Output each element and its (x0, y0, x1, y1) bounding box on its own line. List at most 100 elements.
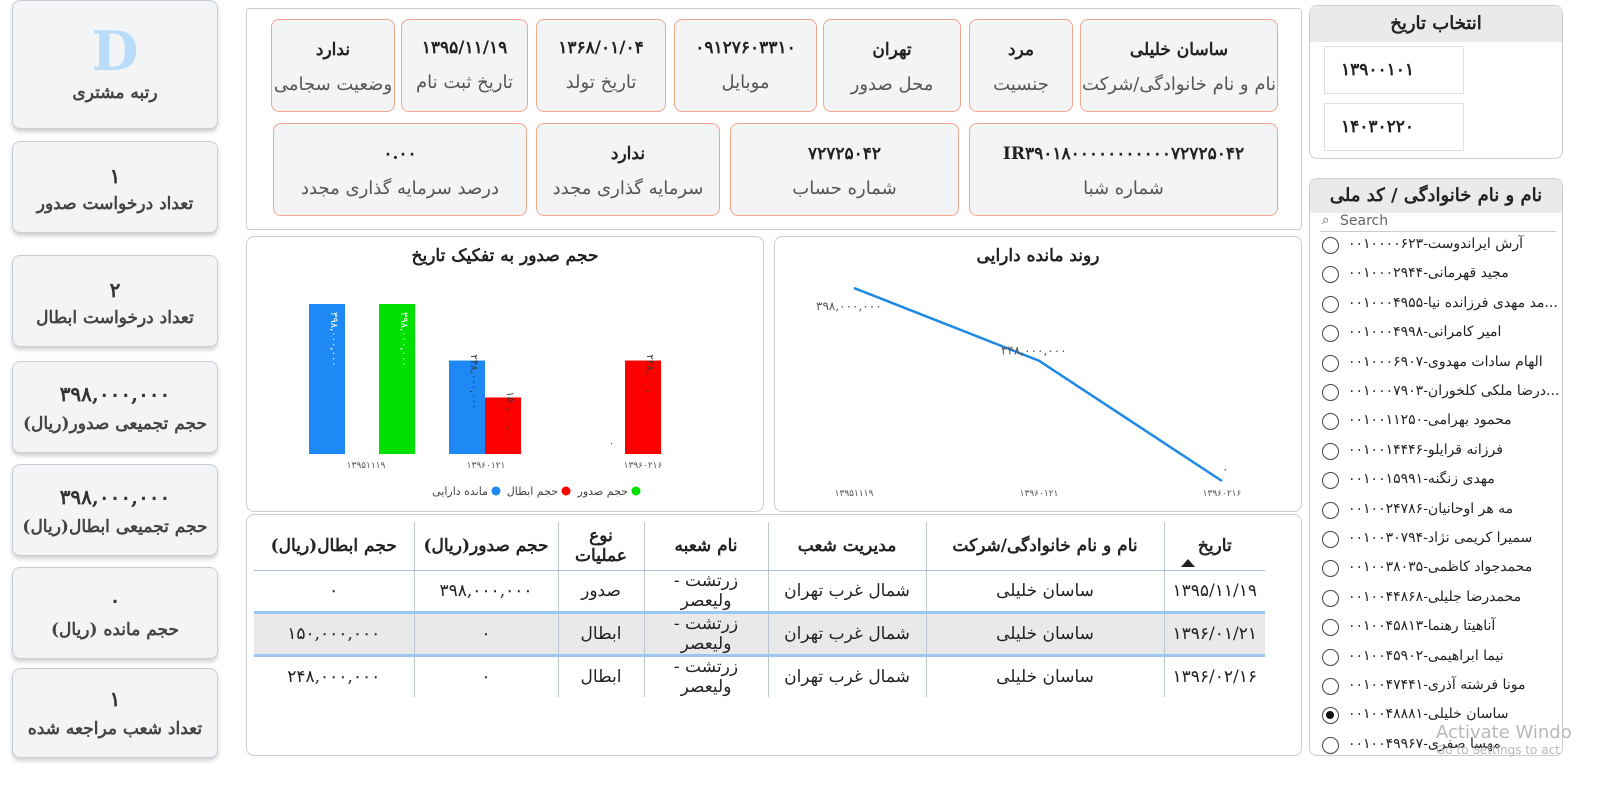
date-from-input[interactable]: ۱۳۹۰۰۱۰۱ (1324, 46, 1464, 94)
table-cell: شمال غرب تهران (768, 655, 927, 697)
customer-radio[interactable] (1322, 678, 1339, 695)
customer-list-item[interactable]: مونا فرشته آذری-۰۰۱۰۰۴۷۴۴۱ (1322, 675, 1558, 703)
customer-name-code: ...درضا ملکی کلخوران-۰۰۱۰۰۰۷۹۰۳ (1348, 383, 1558, 399)
table-cell: ۱۳۹۵/۱۱/۱۹ (1172, 580, 1258, 601)
customer-list-item[interactable]: ...درضا ملکی کلخوران-۰۰۱۰۰۰۷۹۰۳ (1322, 381, 1558, 409)
table-cell: صدور (558, 570, 645, 612)
table-row[interactable]: ۱۳۹۶/۰۲/۱۶ ساسان خلیلی شمال غرب تهران زرتشت… (254, 655, 1265, 697)
table-header-cell[interactable]: حجم ابطال(ریال) (254, 522, 415, 571)
info-mobile: ۰۹۱۲۷۶۰۳۳۱۰ موبایل (674, 19, 817, 112)
customer-radio[interactable] (1322, 619, 1339, 637)
info-mobile-label: موبایل (721, 72, 770, 93)
cancel-requests-card: ۲ تعداد درخواست ابطال (12, 255, 218, 347)
info-sheba: IR۳۹۰۱۸۰۰۰۰۰۰۰۰۰۰۰۷۲۷۲۵۰۴۲ شماره شبا (969, 123, 1278, 216)
customer-radio[interactable] (1322, 531, 1339, 548)
customer-list-item[interactable]: ساسان خلیلی-۰۰۱۰۰۴۸۸۸۱ (1322, 704, 1558, 732)
table-row[interactable]: ۱۳۹۵/۱۱/۱۹ ساسان خلیلی شمال غرب تهران زرتشت… (254, 570, 1265, 612)
customer-radio[interactable] (1322, 384, 1339, 401)
table-cell: ابطال (558, 655, 645, 697)
bar-حجم-صدور (379, 304, 415, 454)
customer-search[interactable]: ⌕ Search (1320, 212, 1556, 232)
transactions-table: تاریخ نام و نام خانوادگی/شرکت مدیریت شعب نا… (254, 522, 1266, 697)
table-cell: زرتشت - ولیعصر (644, 610, 769, 657)
sort-arrow-icon[interactable] (1181, 559, 1195, 567)
customer-name-code: مه هر اوحانیان-۰۰۱۰۰۲۴۷۸۶ (1348, 500, 1514, 517)
customer-name-code: آرش ایراندوست-۰۰۱۰۰۰۰۶۲۳ (1348, 236, 1524, 252)
bar-x-tick: ۱۳۹۵۱۱۱۹ (347, 461, 386, 471)
customer-radio[interactable] (1322, 413, 1339, 431)
cancel-requests-value: ۲ (109, 278, 121, 302)
table-header-cell[interactable]: مدیریت شعب (768, 522, 927, 571)
customer-list-item[interactable]: فرزانه قرایلو-۰۰۱۰۰۱۴۴۴۶ (1322, 440, 1558, 468)
info-reinvest-pct-label: درصد سرمایه گذاری مجدد (301, 178, 499, 199)
customer-radio[interactable] (1322, 472, 1339, 490)
info-name-label: نام و نام خانوادگی/شرکت (1082, 74, 1276, 95)
customer-radio[interactable] (1322, 589, 1339, 607)
bar-data-label: ۳۹۸,۰۰۰,۰۰۰ (398, 312, 409, 367)
customer-list-item[interactable]: محمدرضا جلیلی-۰۰۱۰۰۴۴۸۶۸ (1322, 587, 1558, 615)
info-reinvest-pct-value: ۰.۰۰ (383, 144, 417, 164)
table-cell: ساسان خلیلی (926, 655, 1165, 697)
customer-list-item[interactable]: محمود بهرامی-۰۰۱۰۰۱۱۲۵۰ (1322, 410, 1558, 438)
customer-radio[interactable] (1322, 442, 1339, 460)
customer-radio[interactable] (1322, 266, 1339, 284)
customer-list-item[interactable]: سمیرا کریمی نژاد-۰۰۱۰۰۳۰۷۹۴ (1322, 528, 1558, 556)
line-x-tick: ۱۳۹۶۰۱۲۱ (1020, 489, 1059, 499)
info-name-value: ساسان خلیلی (1129, 40, 1229, 60)
customer-list-item[interactable]: الهام سادات مهدوی-۰۰۱۰۰۰۶۹۰۷ (1322, 352, 1558, 380)
customer-name-code: الهام سادات مهدوی-۰۰۱۰۰۰۶۹۰۷ (1348, 353, 1543, 370)
table-header-cell[interactable]: نام شعبه (644, 522, 769, 571)
customer-radio[interactable] (1322, 648, 1339, 666)
info-account-value: ۷۲۷۲۵۰۴۲ (807, 144, 882, 164)
customer-list-item[interactable]: نیما ابراهیمی-۰۰۱۰۰۴۵۹۰۲ (1322, 646, 1558, 674)
customer-name-code: مهدی زنگنه-۰۰۱۰۰۱۵۹۹۱ (1348, 471, 1495, 488)
customer-radio[interactable] (1322, 707, 1339, 725)
customer-list-item[interactable]: امیر کامرانی-۰۰۱۰۰۰۴۹۹۸ (1322, 322, 1558, 350)
customer-list-item[interactable]: مجید قهرمانی-۰۰۱۰۰۰۲۹۴۴ (1322, 263, 1558, 291)
date-to-input[interactable]: ۱۴۰۳۰۲۲۰ (1324, 103, 1464, 151)
customer-list-item[interactable]: مه هر اوحانیان-۰۰۱۰۰۲۴۷۸۶ (1322, 499, 1558, 527)
customer-list-item[interactable]: آناهیتا رهنما-۰۰۱۰۰۴۵۸۱۳ (1322, 616, 1558, 644)
customer-radio[interactable] (1322, 237, 1339, 254)
bar-data-label: ۳۹۸,۰۰۰,۰۰۰ (328, 312, 339, 367)
table-cell: شمال غرب تهران (768, 570, 927, 612)
table-header-cell[interactable]: نوع عملیات (558, 522, 645, 571)
customer-radio[interactable] (1322, 501, 1339, 519)
customer-name-code: امیر کامرانی-۰۰۱۰۰۰۴۹۹۸ (1348, 324, 1502, 341)
legend-marker (491, 486, 501, 496)
bar-data-label: ۱۵۰,۰۰۰,۰۰۰ (504, 391, 515, 446)
table-cell: زرتشت - ولیعصر (644, 570, 769, 612)
customer-list-item[interactable]: محمدجواد کاظمی-۰۰۱۰۰۳۸۰۳۵ (1322, 557, 1558, 585)
table-cell: ساسان خلیلی (926, 570, 1165, 612)
info-reinvest: ندارد سرمایه گذاری مجدد (536, 123, 720, 216)
issue-requests-value: ۱ (109, 164, 121, 188)
table-header-cell[interactable]: حجم صدور(ریال) (414, 522, 559, 571)
total-cancel-label: حجم تجمیعی ابطال(ریال) (22, 517, 208, 537)
legend-label: مانده دارایی (432, 485, 488, 498)
customer-radio[interactable] (1322, 736, 1339, 754)
balance-value: ۰ (109, 588, 121, 612)
issue-requests-card: ۱ تعداد درخواست صدور (12, 141, 218, 233)
info-register-date-label: تاریخ ثبت نام (415, 72, 513, 93)
table-row[interactable]: ۱۳۹۶/۰۱/۲۱ ساسان خلیلی شمال غرب تهران زرتشت… (254, 610, 1266, 657)
customer-list-header (1310, 179, 1562, 213)
bar-حجم-ابطال (625, 360, 661, 454)
bar-data-label: ۲۴۸,۰۰۰,۰۰۰ (644, 355, 655, 410)
customer-list-item[interactable]: مهسا صفری-۰۰۱۰۰۴۹۹۶۷ (1322, 734, 1558, 762)
info-birth-date-label: تاریخ تولد (565, 72, 637, 93)
issue-volume-title: حجم صدور به تفکیک تاریخ (411, 246, 599, 266)
table-header-cell[interactable]: تاریخ (1164, 522, 1266, 571)
customer-radio[interactable] (1322, 560, 1339, 578)
info-issue-place-value: تهران (872, 40, 912, 60)
info-gender: مرد جنسیت (969, 19, 1073, 112)
table-header-cell[interactable]: نام و نام خانوادگی/شرکت (926, 522, 1165, 571)
table-cell: ۰ (414, 610, 559, 657)
bar-حجم-ابطال (485, 397, 521, 454)
customer-radio[interactable] (1322, 354, 1339, 372)
customer-list-item[interactable]: ...مد مهدی فرزانده نیا-۰۰۱۰۰۰۴۹۵۵ (1322, 293, 1558, 321)
customer-list-item[interactable]: مهدی زنگنه-۰۰۱۰۰۱۵۹۹۱ (1322, 469, 1558, 497)
customer-radio[interactable] (1322, 295, 1339, 313)
issue-requests-label: تعداد درخواست صدور (36, 194, 194, 214)
customer-list-item[interactable]: آرش ایراندوست-۰۰۱۰۰۰۰۶۲۳ (1322, 234, 1558, 262)
customer-radio[interactable] (1322, 325, 1339, 343)
